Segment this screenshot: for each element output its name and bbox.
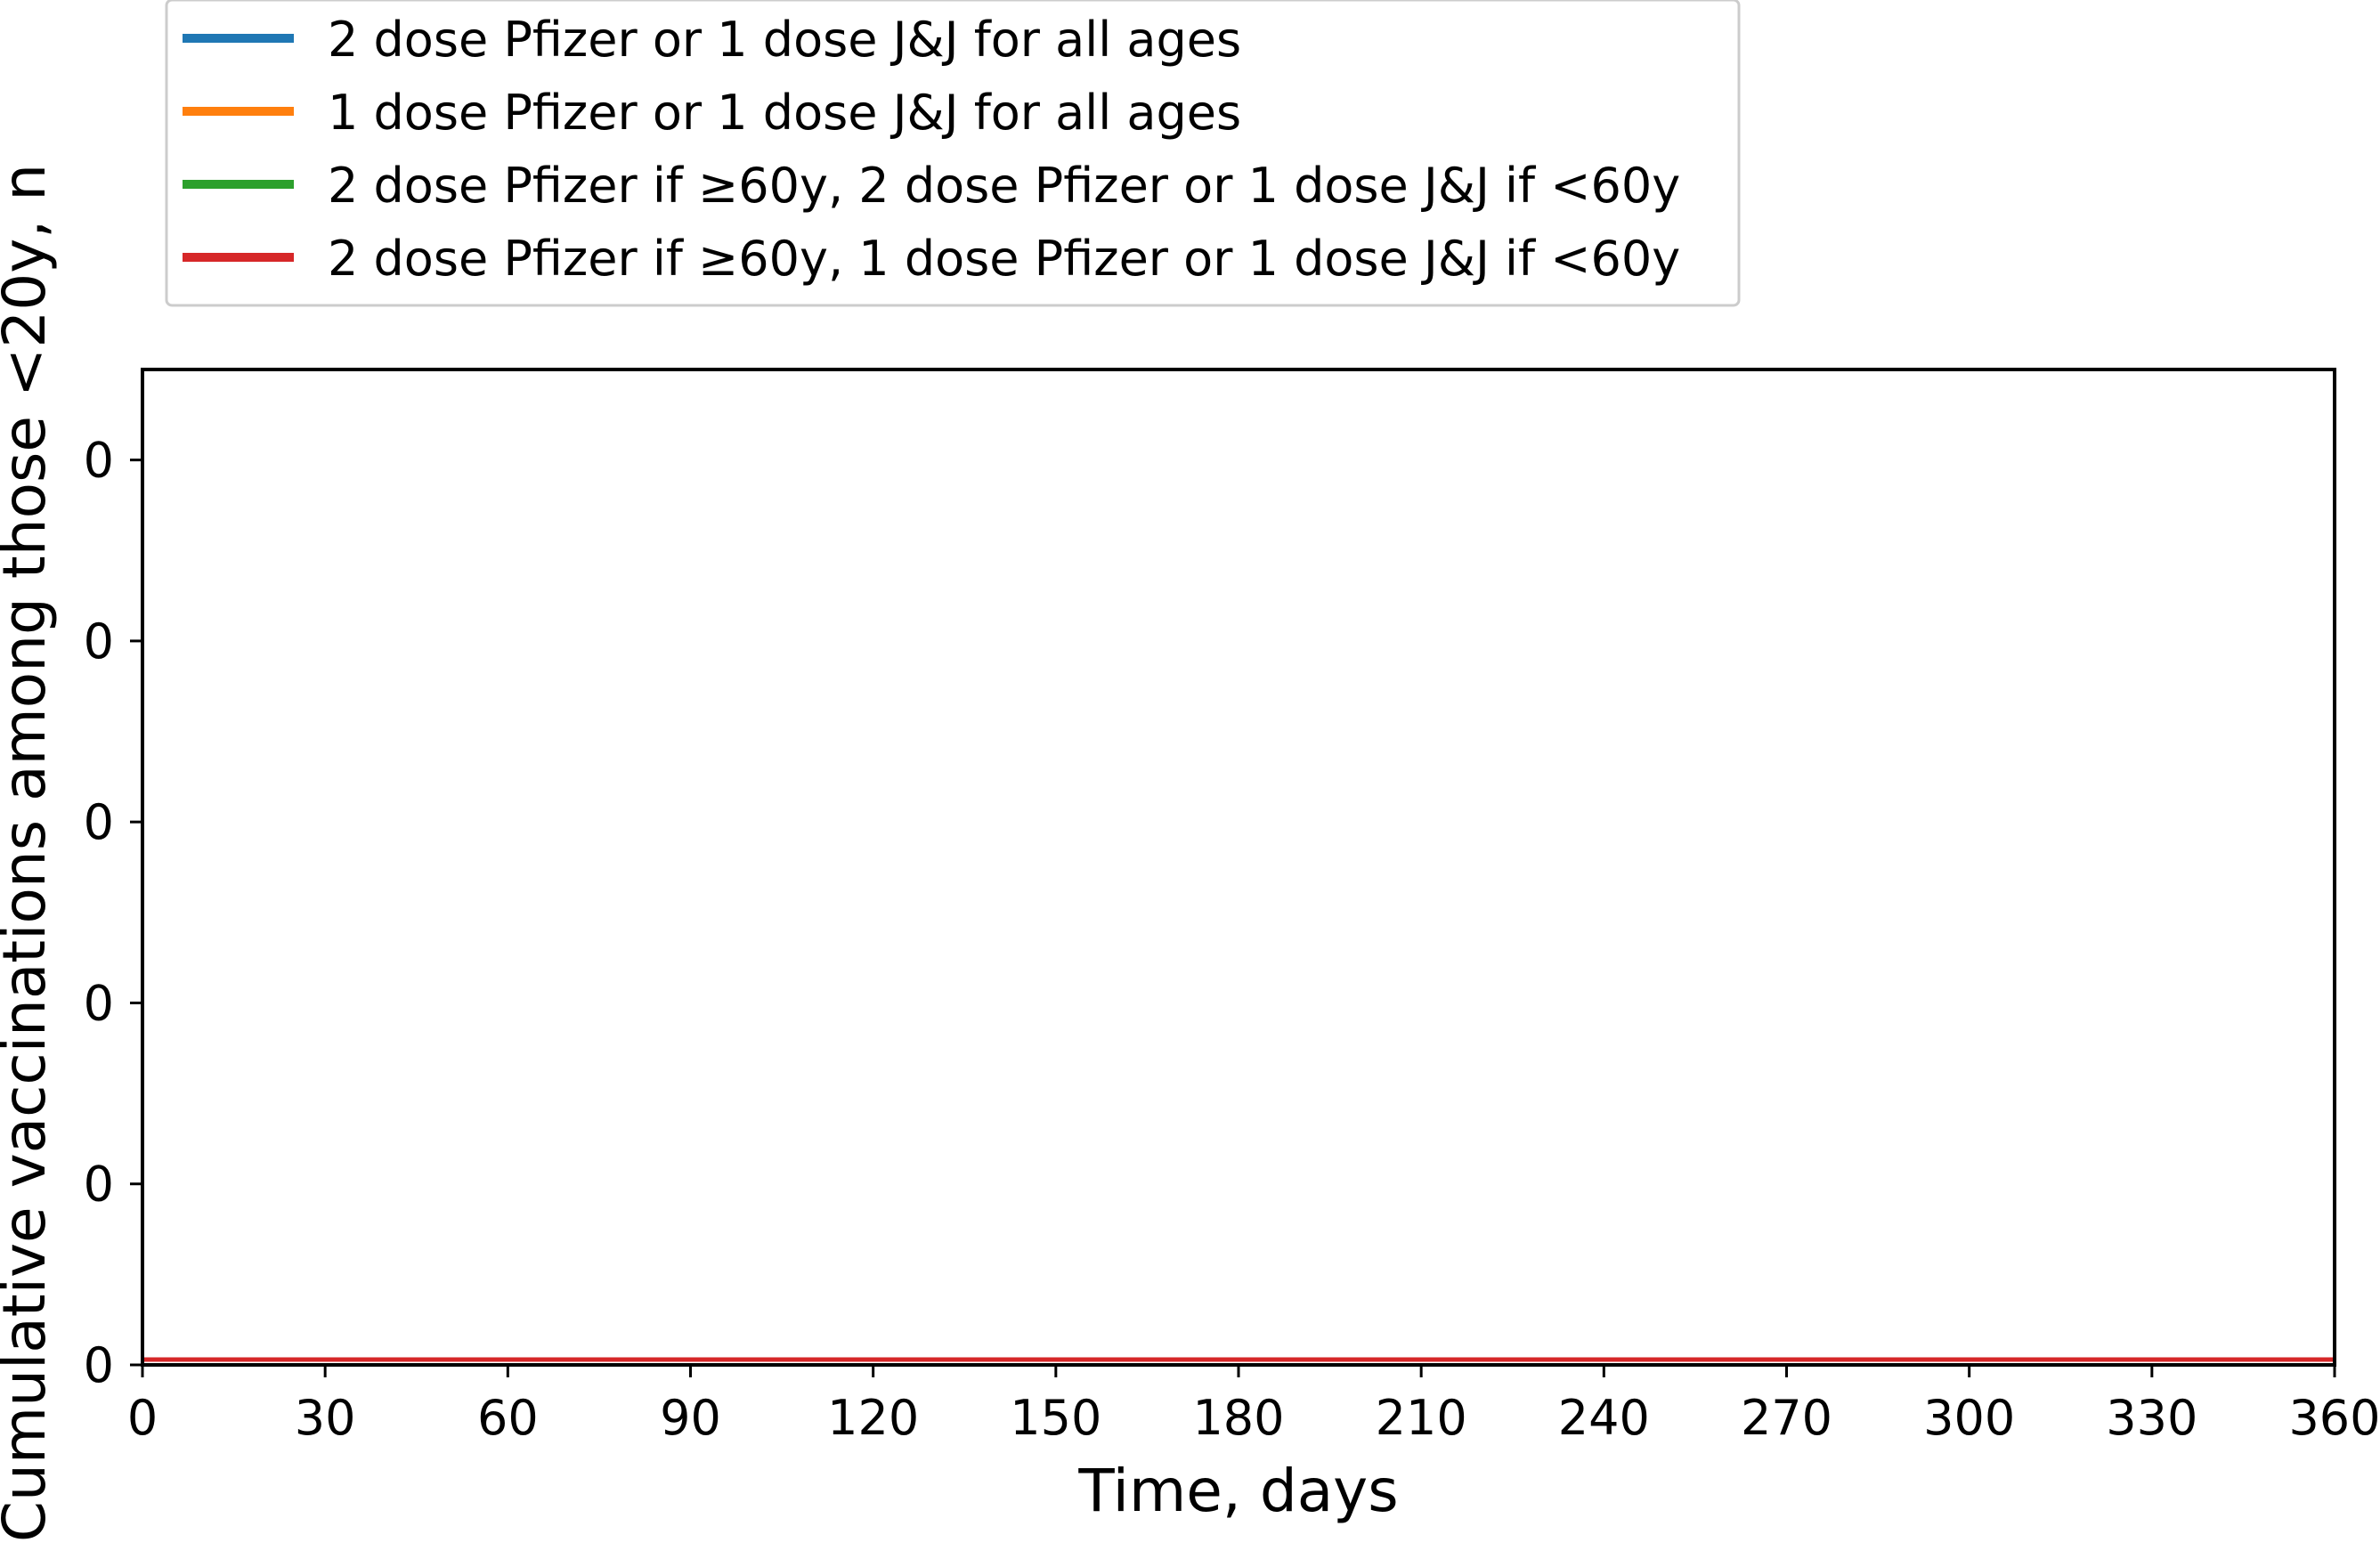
x-tick-label: 0 (127, 1390, 158, 1446)
y-axis: 0 0 0 0 0 0 (84, 433, 142, 1393)
legend: 2 dose Pfizer or 1 dose J&J for all ages… (165, 0, 1741, 307)
legend-label-1: 2 dose Pfizer or 1 dose J&J for all ages (328, 12, 1241, 68)
x-tick-label: 210 (1376, 1390, 1467, 1446)
legend-label-2: 1 dose Pfizer or 1 dose J&J for all ages (328, 85, 1241, 141)
x-tick-label: 120 (827, 1390, 919, 1446)
plot-frame (141, 368, 2336, 1367)
x-tick-label: 180 (1192, 1390, 1284, 1446)
x-tick-label: 240 (1558, 1390, 1650, 1446)
x-axis: 0 30 60 90 120 150 180 210 240 270 300 330 360 (127, 1365, 2380, 1446)
legend-box (165, 0, 1741, 307)
y-tick-label: 0 (84, 1337, 114, 1393)
y-axis-label: Cumulative vaccinations among those <20y… (0, 164, 59, 1542)
x-axis-label: Time, days (1077, 1457, 1398, 1525)
y-tick-label: 0 (84, 975, 114, 1031)
legend-label-4: 2 dose Pfizer if ≥60y, 1 dose Pfizer or … (328, 231, 1680, 287)
x-tick-label: 60 (477, 1390, 539, 1446)
x-tick-label: 150 (1010, 1390, 1101, 1446)
legend-label-3: 2 dose Pfizer if ≥60y, 2 dose Pfizer or … (328, 158, 1680, 214)
x-tick-label: 300 (1923, 1390, 2015, 1446)
y-tick-label: 0 (84, 794, 114, 850)
x-tick-label: 90 (660, 1390, 721, 1446)
x-tick-label: 330 (2106, 1390, 2197, 1446)
x-tick-label: 360 (2288, 1390, 2380, 1446)
x-tick-label: 270 (1741, 1390, 1832, 1446)
y-tick-label: 0 (84, 433, 114, 489)
x-tick-label: 30 (295, 1390, 356, 1446)
y-tick-label: 0 (84, 613, 114, 670)
y-tick-label: 0 (84, 1157, 114, 1213)
